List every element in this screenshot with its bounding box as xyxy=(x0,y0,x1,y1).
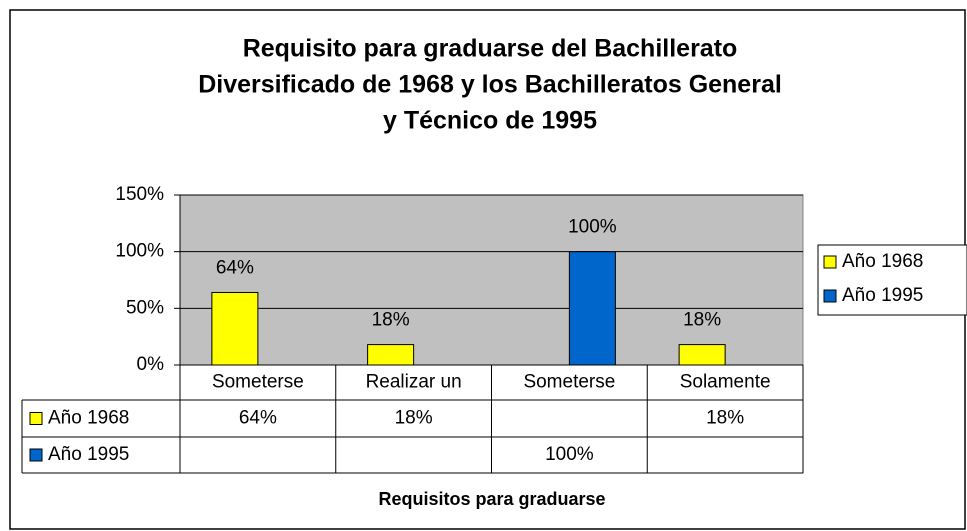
table-cell: 18% xyxy=(706,408,744,429)
table-legend-key xyxy=(29,448,43,462)
legend-key xyxy=(823,255,837,269)
data-label: 18% xyxy=(683,310,721,331)
x-tick-label: Solamente xyxy=(680,372,771,393)
bar xyxy=(211,291,259,366)
data-label: 18% xyxy=(372,310,410,331)
data-label: 100% xyxy=(568,217,617,238)
table-legend-key xyxy=(29,412,43,425)
chart-title: Requisito para graduarse del Bachillerat… xyxy=(243,35,738,63)
legend-key xyxy=(823,289,837,303)
y-tick-label: 50% xyxy=(126,297,164,318)
bar xyxy=(568,251,616,366)
table-cell: 64% xyxy=(239,408,277,429)
y-tick-label: 0% xyxy=(137,354,165,375)
plot-area xyxy=(179,194,804,366)
x-tick-label: Someterse xyxy=(523,372,615,393)
table-series-name: Año 1968 xyxy=(48,408,129,429)
data-label: 64% xyxy=(216,257,254,278)
legend-label: Año 1968 xyxy=(842,251,923,272)
table-cell: 18% xyxy=(395,408,433,429)
bar xyxy=(367,344,415,366)
x-tick-label: Someterse xyxy=(212,372,304,393)
table-series-name: Año 1995 xyxy=(48,444,129,465)
y-tick-label: 150% xyxy=(115,184,164,205)
chart-title: y Técnico de 1995 xyxy=(383,107,597,135)
x-tick-label: Realizar un xyxy=(366,372,462,393)
chart-title: Diversificado de 1968 y los Bachillerato… xyxy=(198,71,782,99)
y-tick-label: 100% xyxy=(115,241,164,262)
x-axis-label: Requisitos para graduarse xyxy=(378,489,605,509)
legend xyxy=(817,244,967,316)
legend-label: Año 1995 xyxy=(842,285,923,306)
bar xyxy=(678,344,726,366)
table-cell: 100% xyxy=(545,444,594,465)
